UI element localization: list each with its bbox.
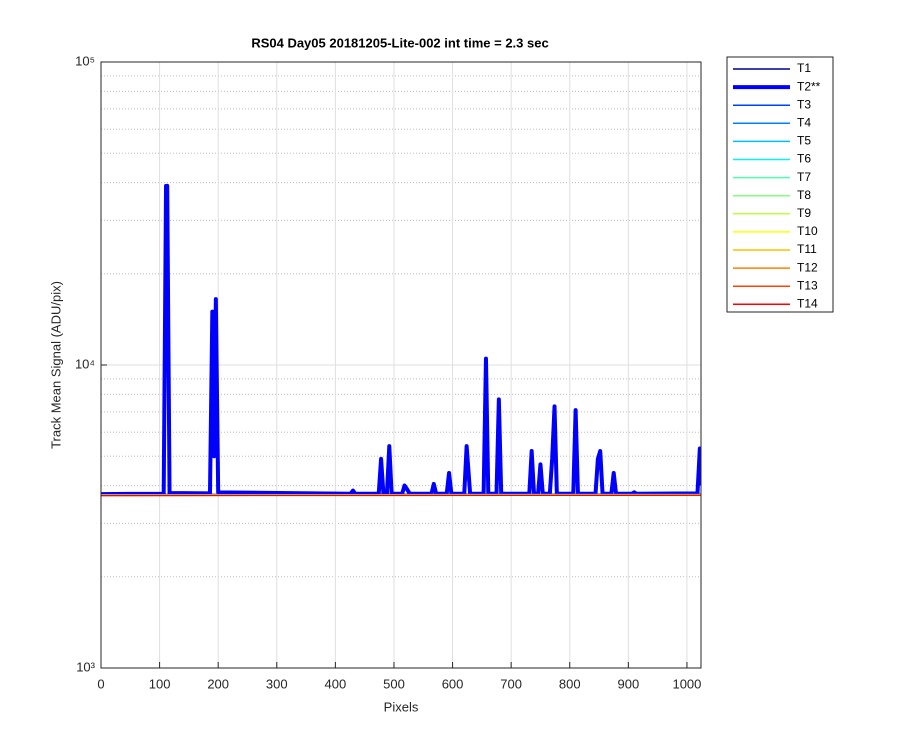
legend-label: T2** xyxy=(797,79,821,93)
x-tick-label: 0 xyxy=(97,676,104,691)
legend-label: T12 xyxy=(797,260,818,274)
x-tick-label: 600 xyxy=(442,676,464,691)
x-tick-label: 700 xyxy=(500,676,522,691)
y-tick-label: 10⁵ xyxy=(75,53,95,68)
x-tick-label: 500 xyxy=(383,676,405,691)
y-axis-label: Track Mean Signal (ADU/pix) xyxy=(48,281,63,449)
legend-label: T7 xyxy=(797,170,811,184)
x-tick-label: 300 xyxy=(266,676,288,691)
x-tick-label: 200 xyxy=(207,676,229,691)
x-tick-label: 800 xyxy=(559,676,581,691)
chart-title: RS04 Day05 20181205-Lite-002 int time = … xyxy=(251,35,548,50)
legend-label: T5 xyxy=(797,134,811,148)
legend-label: T11 xyxy=(797,242,817,256)
legend-label: T6 xyxy=(797,152,811,166)
lines xyxy=(101,183,701,497)
legend-box xyxy=(726,56,834,313)
legend-label: T9 xyxy=(797,206,811,220)
legend-label: T1 xyxy=(797,61,811,75)
legend-label: T14 xyxy=(797,296,818,310)
labels: 0 100 200 300 400 500 600 700 800 900 1000 10³ 10⁴ 10… xyxy=(75,53,701,691)
y-tick-label: 10⁴ xyxy=(75,356,95,371)
x-tick-label: 1000 xyxy=(672,676,701,691)
legend-label: T13 xyxy=(797,278,818,292)
legend-label: T4 xyxy=(797,115,811,129)
legend-label: T8 xyxy=(797,188,811,202)
y-tick-label: 10³ xyxy=(76,659,95,674)
legend-label: T3 xyxy=(797,97,811,111)
grid xyxy=(100,61,701,669)
x-tick-label: 100 xyxy=(149,676,171,691)
legend: T1 T2** T3 T4 T5 T6 T7 T8 T9 T10 T11 T12 T13 T14 xyxy=(733,61,821,310)
x-axis-label: Pixels xyxy=(384,699,419,714)
series-line xyxy=(101,183,701,497)
legend-label: T10 xyxy=(797,224,818,238)
x-tick-label: 400 xyxy=(325,676,347,691)
x-tick-label: 900 xyxy=(617,676,639,691)
